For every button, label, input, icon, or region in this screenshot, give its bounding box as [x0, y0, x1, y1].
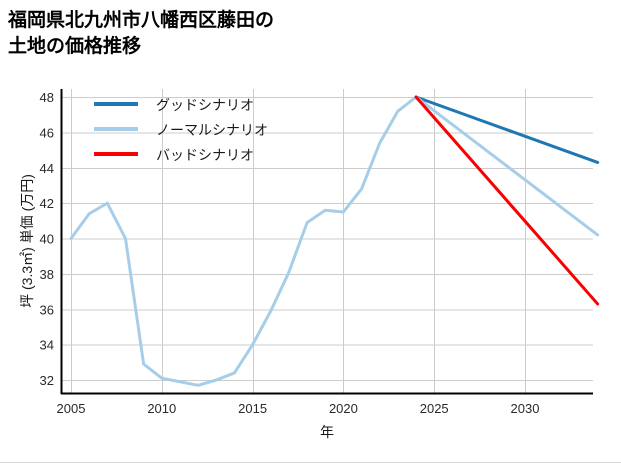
y-axis-tick-label: 44	[40, 161, 54, 176]
x-axis-tick-label: 2005	[57, 401, 86, 416]
y-axis-tick-label: 42	[40, 196, 54, 211]
series-line-3	[414, 95, 600, 306]
axis-titles-group: 年 坪 (3.3㎡) 単価 (万円)	[19, 174, 334, 440]
y-axis-tick-label: 40	[40, 232, 54, 247]
x-axis-tick-label: 2010	[147, 401, 176, 416]
series-line-2	[69, 95, 600, 387]
x-axis-tick-label: 2015	[238, 401, 267, 416]
y-axis-tick-label: 48	[40, 90, 54, 105]
series-group	[69, 95, 600, 387]
x-axis-tick-label: 2025	[420, 401, 449, 416]
x-axis-tick-label: 2030	[511, 401, 540, 416]
gridlines-group	[61, 89, 593, 393]
y-axis-title: 坪 (3.3㎡) 単価 (万円)	[19, 174, 35, 308]
legend-label-3: バッドシナリオ	[156, 147, 254, 163]
y-axis-tick-label: 36	[40, 302, 54, 317]
legend-label-1: グッドシナリオ	[156, 97, 254, 113]
x-axis-tick-label: 2020	[329, 401, 358, 416]
y-axis-tick-label: 46	[40, 125, 54, 140]
y-axis-tick-label: 34	[40, 338, 54, 353]
chart-title: 福岡県北九州市八幡西区藤田の 土地の価格推移	[8, 10, 275, 57]
x-axis-title: 年	[320, 424, 334, 440]
y-axis-tick-label: 32	[40, 373, 54, 388]
axes-group	[60, 89, 593, 395]
tick-labels-group: 32 34 36 38 40 42 44 46 48 2005 2010 2015 2020 2025 20…	[40, 90, 540, 416]
series-line-1	[414, 95, 600, 164]
y-axis-tick-label: 38	[40, 267, 54, 282]
legend-label-2: ノーマルシナリオ	[156, 122, 268, 138]
